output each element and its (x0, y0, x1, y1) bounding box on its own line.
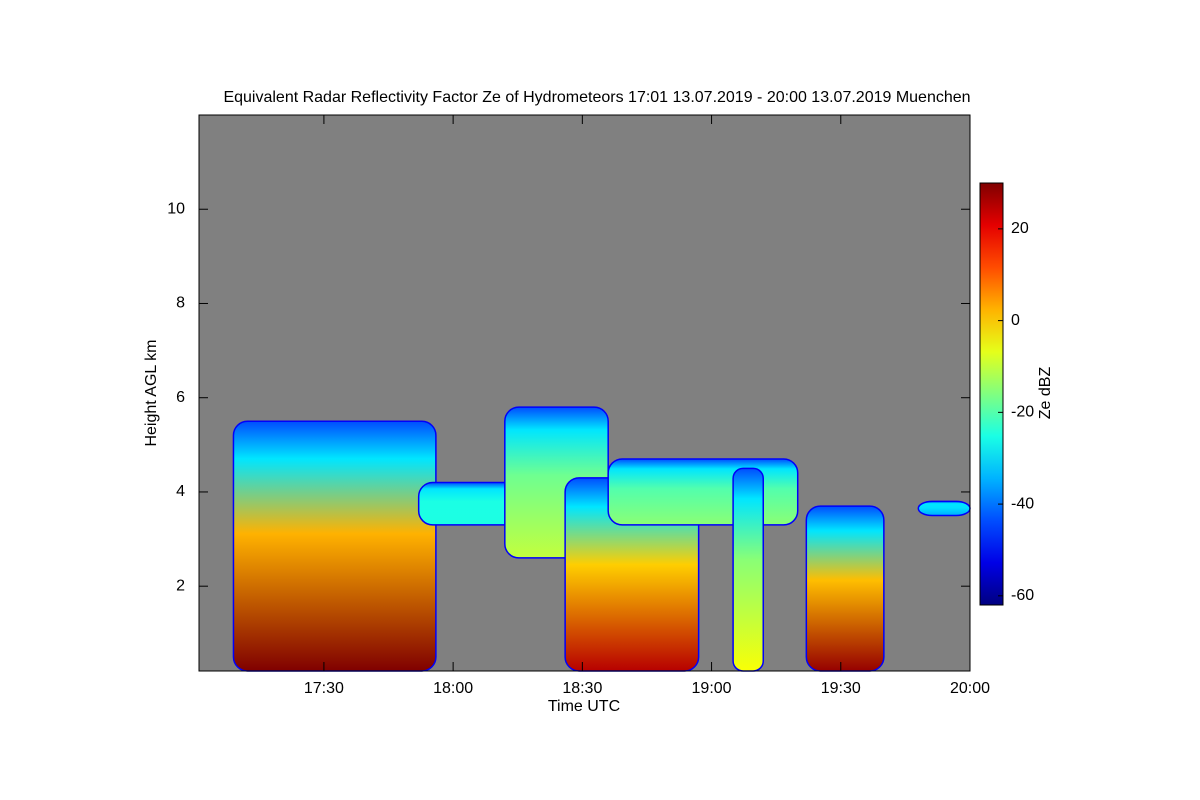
colorbar-tick-label: -60 (1011, 587, 1034, 604)
x-tick-label: 20:00 (950, 680, 990, 697)
y-tick-label: 10 (167, 200, 185, 217)
y-axis-label: Height AGL km (143, 339, 160, 446)
chart-title: Equivalent Radar Reflectivity Factor Ze … (223, 89, 970, 106)
y-tick-label: 8 (176, 295, 185, 312)
x-tick-label: 19:30 (821, 680, 861, 697)
echo (607, 458, 799, 526)
x-tick-label: 18:00 (433, 680, 473, 697)
y-tick-label: 2 (176, 577, 185, 594)
echo (805, 505, 885, 672)
y-tick-label: 4 (176, 483, 185, 500)
plot-frame (198, 114, 971, 672)
x-tick-label: 19:00 (692, 680, 732, 697)
y-tick-label: 6 (176, 389, 185, 406)
echo (917, 500, 971, 517)
echo (232, 420, 437, 672)
colorbar-tick-label: -40 (1011, 495, 1034, 512)
colorbar-tick-label: -20 (1011, 404, 1034, 421)
x-tick-label: 17:30 (304, 680, 344, 697)
echo (732, 467, 765, 672)
colorbar (979, 182, 1004, 606)
x-tick-label: 18:30 (562, 680, 602, 697)
x-axis-label: Time UTC (548, 698, 620, 715)
colorbar-tick-label: 0 (1011, 312, 1020, 329)
colorbar-tick-label: 20 (1011, 220, 1029, 237)
colorbar-label: Ze dBZ (1037, 367, 1054, 420)
